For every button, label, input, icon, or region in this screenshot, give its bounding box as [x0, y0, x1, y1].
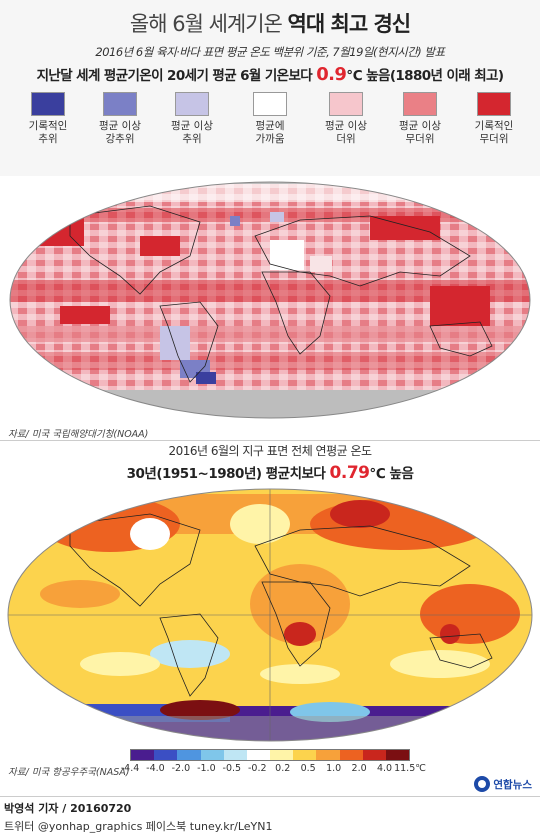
logo-icon — [474, 776, 491, 792]
reporter: 박영석 기자 / 20160720 — [4, 802, 132, 815]
section-divider — [0, 440, 540, 441]
scale-swatch — [223, 750, 247, 760]
map2-head-post: ℃ 높음 — [369, 466, 414, 482]
scale-swatch — [316, 750, 340, 760]
reporter-line: 박영석 기자 / 20160720 — [4, 800, 131, 816]
header-panel: 올해 6월 세계기온 역대 최고 경신 2016년 6월 육지·바다 표면 평균… — [0, 0, 540, 176]
headline-value: 0.9 — [316, 64, 347, 85]
yonhap-logo: 연합뉴스 — [474, 776, 532, 792]
scale-label: 4.0 — [376, 763, 393, 774]
legend-swatch — [31, 92, 65, 116]
social-line: 트위터 @yonhap_graphics 페이스북 tuney.kr/LeYN1 — [4, 820, 273, 833]
legend-swatch — [403, 92, 437, 116]
scale-label: 11.5℃ — [394, 763, 426, 774]
legend-item: 기록적인 무더위 — [458, 92, 530, 146]
scale-swatch — [293, 750, 317, 760]
legend-item: 평균 이상 추위 — [156, 92, 228, 146]
noaa-percentile-map — [0, 176, 540, 424]
page-title: 올해 6월 세계기온 역대 최고 경신 — [0, 8, 540, 38]
scale-swatch — [270, 750, 294, 760]
legend-swatch — [253, 92, 287, 116]
temperature-scale: -4.4 -4.0 -2.0 -1.0 -0.5 -0.2 0.2 0.5 1.0 2.0 4.0 1… — [121, 749, 426, 775]
legend-label: 기록적인 추위 — [28, 120, 68, 145]
scale-label: 1.0 — [326, 763, 342, 774]
scale-swatch — [200, 750, 224, 760]
legend-label: 평균 이상 강추위 — [99, 120, 141, 145]
scale-label: -0.5 — [222, 763, 242, 774]
legend-label: 평균 이상 추위 — [171, 120, 213, 145]
scale-labels: -4.4 -4.0 -2.0 -1.0 -0.5 -0.2 0.2 0.5 1.0 2.0 4.0 1… — [121, 761, 426, 775]
map2-head-value: 0.79 — [329, 463, 370, 483]
scale-swatch — [154, 750, 178, 760]
nasa-anomaly-map — [0, 484, 540, 746]
scale-swatch — [131, 750, 155, 760]
scale-swatch — [177, 750, 201, 760]
scale-swatch — [385, 750, 410, 760]
percentile-legend: 기록적인 추위 평균 이상 강추위 평균 이상 추위 평균에 가까움 평균 이상… — [0, 92, 540, 162]
title-emphasis: 역대 최고 경신 — [287, 12, 412, 36]
legend-label: 평균 이상 더위 — [325, 120, 367, 145]
subtitle: 2016년 6월 육지·바다 표면 평균 온도 백분위 기준, 7월19일(현지… — [95, 45, 445, 59]
scale-label: 2.0 — [351, 763, 367, 774]
legend-swatch — [329, 92, 363, 116]
scale-label: 0.2 — [275, 763, 291, 774]
scale-label: 0.5 — [300, 763, 316, 774]
title-prefix: 올해 6월 세계기온 — [129, 12, 288, 36]
legend-item: 평균 이상 더위 — [310, 92, 382, 146]
headline-pre: 지난달 세계 평균기온이 20세기 평균 6월 기온보다 — [36, 68, 317, 84]
legend-swatch — [175, 92, 209, 116]
scale-label: -1.0 — [197, 763, 216, 774]
scale-swatch — [246, 750, 271, 760]
logo-text: 연합뉴스 — [493, 778, 532, 791]
legend-item: 평균 이상 무더위 — [384, 92, 456, 146]
map2-title: 2016년 6월의 지구 표면 전체 연평균 온도 — [168, 444, 372, 458]
legend-item: 평균 이상 강추위 — [84, 92, 156, 146]
footer-divider — [0, 796, 540, 797]
scale-swatch — [362, 750, 386, 760]
map1-source: 자료/ 미국 국립해양대기청(NOAA) — [8, 429, 149, 440]
scale-label: -4.0 — [146, 763, 165, 774]
map2-head-pre: 30년(1951~1980년) 평균치보다 — [126, 466, 330, 482]
map2-headline: 30년(1951~1980년) 평균치보다 0.79℃ 높음 — [0, 462, 540, 483]
legend-label: 평균에 가까움 — [255, 120, 285, 145]
scale-bar — [130, 749, 410, 761]
scale-swatch — [339, 750, 363, 760]
legend-swatch — [103, 92, 137, 116]
legend-label: 기록적인 무더위 — [474, 120, 514, 145]
headline: 지난달 세계 평균기온이 20세기 평균 6월 기온보다 0.9℃ 높음(188… — [0, 64, 540, 85]
map2-source: 자료/ 미국 항공우주국(NASA) — [8, 767, 130, 778]
legend-item: 평균에 가까움 — [234, 92, 306, 146]
scale-label: -2.0 — [171, 763, 191, 774]
scale-label: -0.2 — [247, 763, 267, 774]
legend-swatch — [477, 92, 511, 116]
scale-label: -4.4 — [120, 763, 140, 774]
legend-label: 평균 이상 무더위 — [399, 120, 441, 145]
headline-post: ℃ 높음(1880년 이래 최고) — [346, 68, 504, 84]
legend-item: 기록적인 추위 — [12, 92, 84, 146]
